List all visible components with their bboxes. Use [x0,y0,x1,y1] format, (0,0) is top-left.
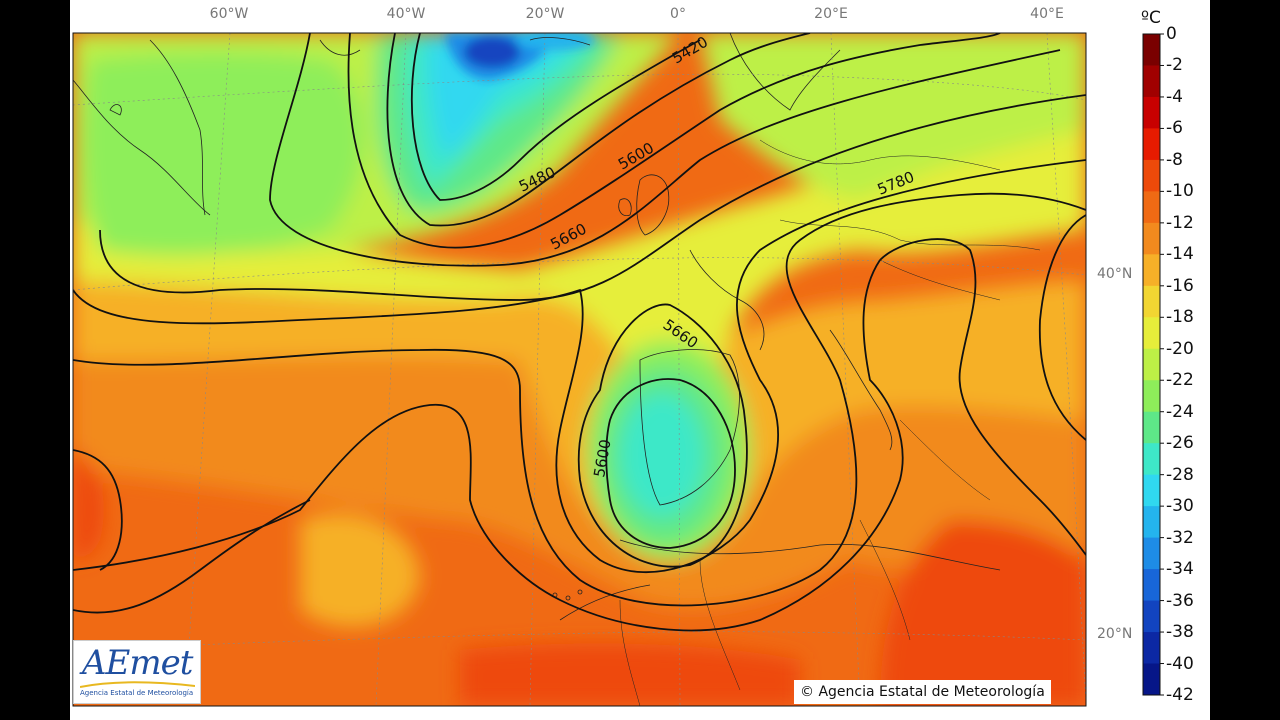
colorbar-segment [1143,222,1160,255]
colorbar-tick-label: -10 [1166,181,1194,202]
colorbar-tick-label: -18 [1166,307,1194,328]
logo-subtitle: Agencia Estatal de Meteorología [80,689,194,697]
colorbar-segment [1143,191,1160,224]
colorbar-tick-label: -20 [1166,338,1194,359]
colorbar-segment [1143,506,1160,539]
colorbar-tick-label: -28 [1166,464,1194,485]
temperature-field [73,33,1086,706]
colorbar-tick-label: -30 [1166,496,1194,517]
colorbar-segment [1143,65,1160,98]
colorbar-segment [1143,285,1160,318]
coastlines [73,33,1041,706]
colorbar-segment [1143,348,1160,381]
colorbar-tick-label: 0 [1166,24,1177,44]
colorbar-tick-label: -6 [1166,118,1183,139]
colorbar-border [1142,33,1161,696]
colorbar-segment [1143,317,1160,350]
colorbar-segment [1143,411,1160,444]
colorbar-segment [1143,600,1160,633]
colorbar-segment [1143,537,1160,570]
logo-wordmark: AEmet [82,643,193,683]
colorbar-tick-label: -4 [1166,86,1183,107]
logo-swoosh [80,681,195,688]
colorbar-tick-label: -2 [1166,55,1183,76]
colorbar-tick-label: -40 [1166,653,1194,674]
latitude-label: 20°N [1097,626,1133,642]
colorbar-segment [1143,254,1160,287]
colorbar-tick-label: -38 [1166,622,1194,643]
colorbar-segment [1143,159,1160,192]
colorbar-segment [1143,474,1160,507]
longitude-label: 20°W [525,6,565,22]
geopotential-contours [73,33,1086,632]
colorbar-segment [1143,380,1160,413]
colorbar-segment [1143,34,1160,66]
colorbar-unit: ºC [1141,8,1161,28]
colorbar-segment [1143,443,1160,476]
colorbar-tick-label: -12 [1166,212,1194,233]
colorbar-tick-label: -14 [1166,244,1194,265]
colorbar-segment [1143,569,1160,602]
colorbar-tick-label: -8 [1166,149,1183,170]
aemet-logo: AEmet Agencia Estatal de Meteorología [73,640,201,704]
colorbar-tick-label: -34 [1166,559,1194,580]
colorbar-segment [1143,128,1160,161]
map-border [72,32,1087,707]
longitude-label: 60°W [209,6,249,22]
colorbar-tick-label: -26 [1166,433,1194,454]
longitude-label: 40°W [386,6,426,22]
colorbar-tick-label: -16 [1166,275,1194,296]
longitude-label: 40°E [1030,6,1064,22]
colorbar-tick-label: -36 [1166,590,1194,611]
longitude-label: 20°E [814,6,848,22]
longitude-label: 0° [670,6,686,22]
colorbar-segment [1143,632,1160,665]
colorbar-tick-label: -22 [1166,370,1194,391]
colorbar-tick-label: -24 [1166,401,1194,422]
latitude-label: 40°N [1097,266,1133,282]
colorbar-tick-label: -32 [1166,527,1194,548]
colorbar [1142,33,1164,696]
copyright-notice: © Agencia Estatal de Meteorología [794,680,1051,704]
colorbar-tick-label: -42 [1166,685,1194,705]
colorbar-segment [1143,96,1160,129]
graticule [73,33,1086,706]
colorbar-segment [1143,663,1160,696]
